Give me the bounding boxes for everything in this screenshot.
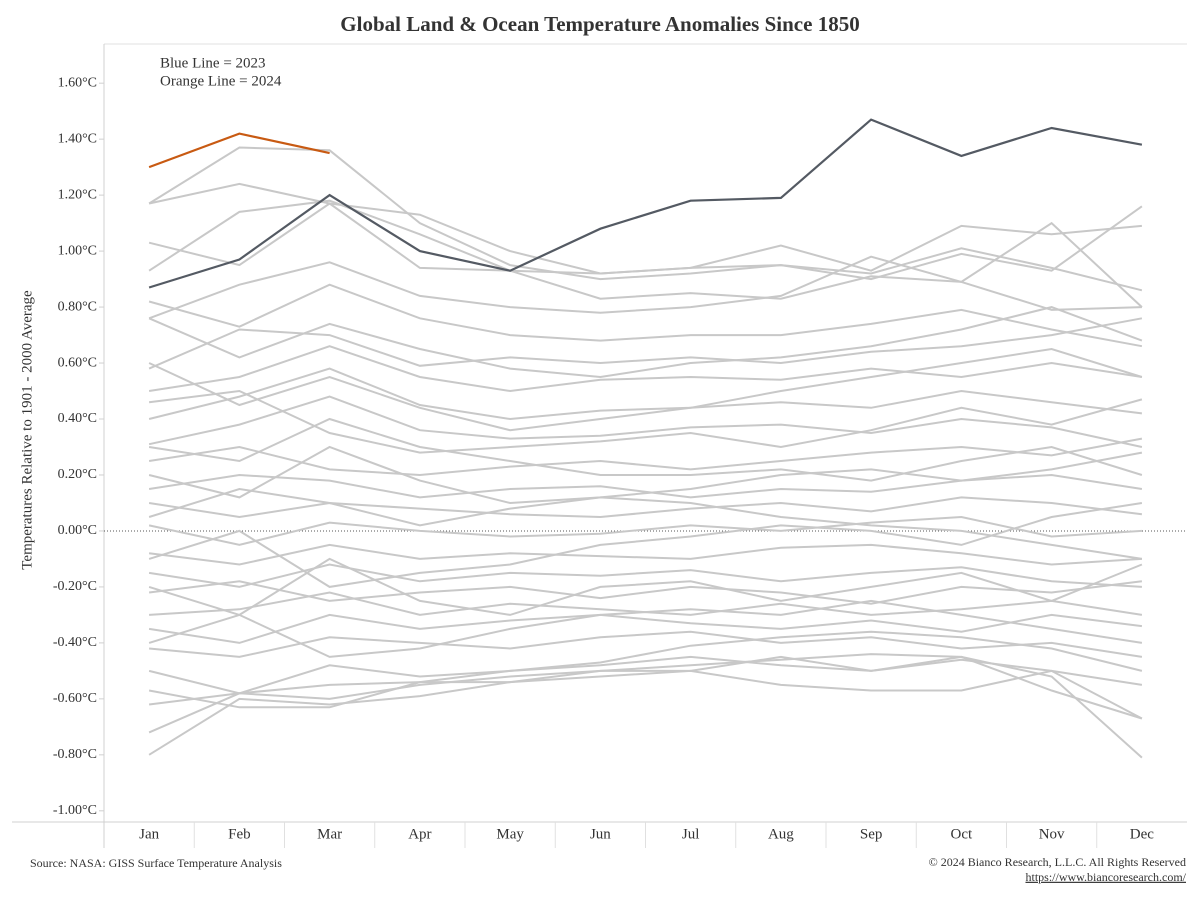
y-tick-label: 1.40°C [58, 131, 97, 146]
series-line [148, 182, 1143, 292]
y-tick-label: 1.00°C [58, 243, 97, 258]
source: Source: NASA: GISS Surface Temperature A… [30, 856, 282, 870]
series-line [148, 599, 1143, 658]
x-tick-label: Mar [317, 826, 342, 842]
url-link[interactable]: https://www.biancoresearch.com/ [1025, 870, 1186, 884]
y-tick-label: 0.80°C [58, 299, 97, 314]
x-tick-label: Dec [1130, 826, 1154, 842]
series-line [148, 437, 1143, 477]
y-tick-label: -0.80°C [53, 747, 97, 762]
series-line [148, 496, 1143, 519]
y-tick-label: -0.20°C [53, 579, 97, 594]
series-line [148, 395, 1143, 448]
series-line [148, 118, 1143, 289]
series-line [148, 630, 1143, 709]
series-line [148, 146, 1143, 281]
series-line [148, 502, 1143, 588]
series-line [148, 669, 1143, 720]
series-line [148, 347, 1143, 432]
y-tick-label: -0.60°C [53, 691, 97, 706]
x-tick-label: May [496, 826, 524, 842]
series-line [148, 487, 1143, 560]
series-line [148, 132, 330, 169]
series-line [148, 255, 1142, 320]
chart-title: Global Land & Ocean Temperature Anomalie… [340, 12, 859, 36]
x-tick-label: Feb [228, 826, 251, 842]
x-tick-label: Oct [951, 826, 973, 842]
series-line [148, 445, 1143, 505]
y-tick-label: 1.20°C [58, 187, 97, 202]
series-line [149, 630, 1143, 658]
series-line [148, 417, 1143, 482]
series-line [148, 345, 1143, 393]
y-tick-label: 0.40°C [58, 411, 97, 426]
x-tick-label: Sep [860, 826, 883, 842]
series-line [148, 653, 1143, 759]
series-line [148, 317, 1143, 370]
y-tick-label: 0.20°C [58, 467, 97, 482]
x-tick-label: Apr [408, 826, 431, 842]
y-tick-label: -1.00°C [53, 803, 97, 818]
x-tick-label: Nov [1039, 826, 1065, 842]
series-line [148, 367, 1143, 421]
series-line [148, 306, 1143, 379]
x-tick-label: Jul [682, 826, 700, 842]
series-line [148, 613, 1143, 644]
series-line [148, 655, 1143, 756]
series-line [148, 557, 1143, 616]
series-line [148, 283, 1143, 348]
series-line [148, 515, 1142, 546]
y-axis-title: Temperatures Relative to 1901 - 2000 Ave… [19, 290, 35, 570]
x-tick-label: Jun [590, 826, 611, 842]
annotation: Blue Line = 2023 [160, 55, 266, 71]
y-tick-label: 0.00°C [58, 523, 97, 538]
y-tick-label: 1.60°C [58, 75, 97, 90]
x-tick-label: Aug [768, 826, 794, 842]
x-tick-label: Jan [139, 826, 159, 842]
annotation: Orange Line = 2024 [160, 73, 282, 89]
series-line [148, 543, 1142, 566]
series-line [148, 202, 1142, 275]
series-line [148, 580, 1143, 605]
y-tick-label: 0.60°C [58, 355, 97, 370]
y-tick-label: -0.40°C [53, 635, 97, 650]
copyright: © 2024 Bianco Research, L.L.C. All Right… [929, 855, 1186, 869]
series-line [148, 199, 1143, 308]
